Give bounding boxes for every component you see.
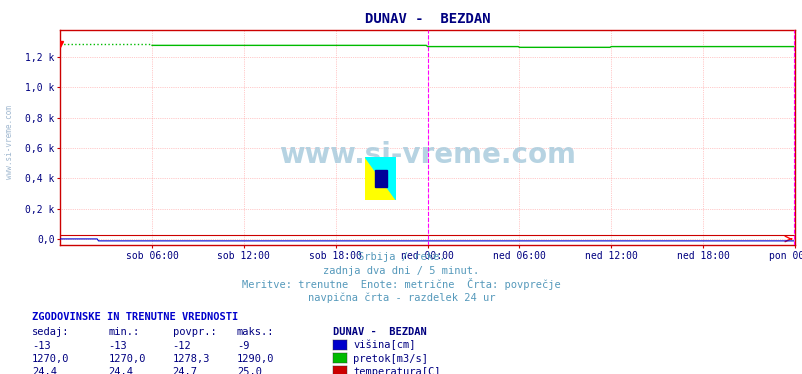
Polygon shape [365, 157, 395, 200]
Text: 24,7: 24,7 [172, 367, 197, 374]
Text: -12: -12 [172, 341, 191, 350]
Text: -13: -13 [32, 341, 51, 350]
Text: -13: -13 [108, 341, 127, 350]
Text: 24,4: 24,4 [108, 367, 133, 374]
Polygon shape [365, 157, 395, 200]
Text: 1270,0: 1270,0 [108, 354, 146, 364]
Text: maks.:: maks.: [237, 327, 274, 337]
Text: pretok[m3/s]: pretok[m3/s] [353, 354, 427, 364]
Text: 1290,0: 1290,0 [237, 354, 274, 364]
Text: min.:: min.: [108, 327, 140, 337]
Text: 1278,3: 1278,3 [172, 354, 210, 364]
Text: povpr.:: povpr.: [172, 327, 216, 337]
Text: Meritve: trenutne  Enote: metrične  Črta: povprečje: Meritve: trenutne Enote: metrične Črta: … [242, 278, 560, 289]
Text: www.si-vreme.com: www.si-vreme.com [279, 141, 575, 169]
Text: temperatura[C]: temperatura[C] [353, 367, 440, 374]
Text: www.si-vreme.com: www.si-vreme.com [5, 105, 14, 179]
Text: -9: -9 [237, 341, 249, 350]
Text: Srbija / reke.: Srbija / reke. [358, 252, 444, 262]
Text: sedaj:: sedaj: [32, 327, 70, 337]
Text: ZGODOVINSKE IN TRENUTNE VREDNOSTI: ZGODOVINSKE IN TRENUTNE VREDNOSTI [32, 312, 238, 322]
Text: zadnja dva dni / 5 minut.: zadnja dva dni / 5 minut. [323, 266, 479, 276]
Text: DUNAV -  BEZDAN: DUNAV - BEZDAN [333, 327, 427, 337]
Title: DUNAV -  BEZDAN: DUNAV - BEZDAN [364, 12, 490, 26]
Text: 1270,0: 1270,0 [32, 354, 70, 364]
Text: 25,0: 25,0 [237, 367, 261, 374]
Text: 24,4: 24,4 [32, 367, 57, 374]
Text: višina[cm]: višina[cm] [353, 340, 415, 350]
Text: navpična črta - razdelek 24 ur: navpična črta - razdelek 24 ur [307, 293, 495, 303]
Polygon shape [374, 170, 387, 187]
